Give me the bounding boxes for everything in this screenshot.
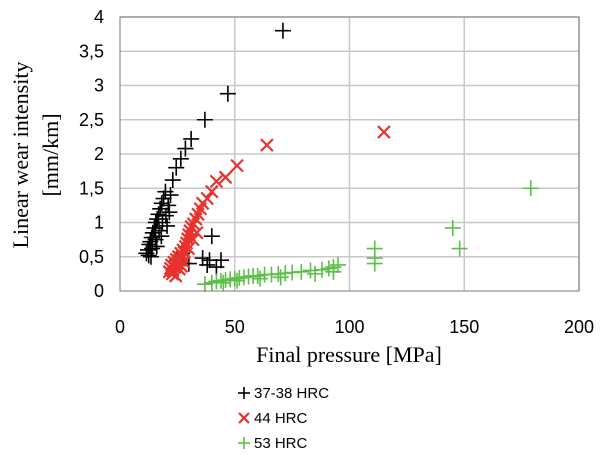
data-point (168, 269, 183, 283)
data-point (260, 138, 274, 152)
data-point (444, 219, 461, 236)
x-tick-label: 0 (115, 317, 125, 337)
legend-marker (238, 412, 250, 424)
data-point (377, 125, 391, 139)
y-tick-label: 4 (94, 7, 104, 27)
x-tick-labels: 0 50 100 150 200 (115, 317, 594, 337)
data-point (313, 261, 330, 278)
data-point (366, 240, 383, 257)
x-tick-label: 100 (334, 317, 364, 337)
data-point (212, 252, 229, 269)
legend-label: 44 HRC (254, 410, 308, 427)
y-tick-label: 2 (94, 144, 104, 164)
data-point (330, 256, 347, 273)
data-point (209, 174, 224, 189)
data-points (138, 22, 539, 293)
series-2-points (162, 125, 391, 283)
plot-frame (119, 16, 580, 292)
legend: 37-38 HRC 44 HRC 53 HRC (238, 385, 329, 452)
legend-marker (238, 387, 250, 399)
data-point (181, 241, 196, 256)
data-point (140, 247, 157, 264)
data-point (174, 259, 189, 274)
data-point (190, 225, 204, 240)
legend-item: 37-38 HRC (238, 385, 329, 402)
data-point (230, 158, 244, 173)
data-point (219, 85, 236, 102)
y-tick-label: 1,5 (79, 178, 104, 198)
y-tick-labels: 0 0,5 1 1,5 2 2,5 3 3,5 4 (79, 7, 104, 301)
data-point (307, 265, 324, 282)
data-point (172, 150, 189, 167)
data-point (203, 228, 220, 245)
data-point (148, 238, 165, 255)
data-point (194, 250, 211, 267)
data-point (293, 263, 310, 280)
data-point (153, 228, 170, 245)
data-point (159, 217, 176, 234)
y-tick-label: 3 (94, 76, 104, 96)
series-1-points (138, 22, 291, 276)
x-tick-label: 50 (225, 317, 245, 337)
data-point (320, 260, 337, 277)
legend-item: 53 HRC (238, 435, 308, 452)
data-point (272, 269, 289, 286)
data-point (229, 272, 246, 289)
data-point (325, 263, 342, 280)
data-point (160, 197, 177, 214)
data-point (451, 240, 468, 257)
data-point (164, 172, 181, 189)
data-point (157, 207, 174, 224)
data-point (142, 248, 159, 265)
y-tick-label: 0 (94, 281, 104, 301)
data-point (205, 184, 219, 199)
x-tick-label: 200 (564, 317, 594, 337)
x-axis-title: Final pressure [MPa] (256, 342, 442, 367)
data-point (274, 22, 291, 39)
y-axis-title-line1: Linear wear intensity (8, 62, 33, 249)
data-point (168, 159, 185, 176)
x-tick-label: 150 (449, 317, 479, 337)
legend-label: 37-38 HRC (254, 385, 329, 402)
legend-label: 53 HRC (254, 435, 308, 452)
legend-marker (238, 437, 250, 449)
data-point (186, 232, 200, 247)
data-point (522, 180, 539, 197)
y-tick-label: 0,5 (79, 247, 104, 267)
data-point (199, 256, 216, 273)
data-point (177, 140, 194, 157)
y-tick-label: 2,5 (79, 110, 104, 130)
data-point (218, 170, 233, 185)
data-point (155, 190, 172, 207)
y-tick-label: 1 (94, 213, 104, 233)
data-point (196, 276, 213, 293)
data-point (208, 259, 225, 276)
y-axis-title-line2: [mm/km] (38, 113, 63, 196)
data-point (183, 130, 200, 147)
data-point (196, 111, 213, 128)
legend-item: 44 HRC (238, 410, 308, 427)
data-point (162, 187, 179, 204)
data-point (177, 255, 191, 270)
data-point (249, 267, 266, 284)
y-tick-label: 3,5 (79, 41, 104, 61)
data-point (161, 204, 178, 221)
data-point (215, 274, 232, 291)
data-point (200, 191, 214, 206)
data-point (251, 270, 268, 287)
series-3-points (196, 180, 539, 293)
